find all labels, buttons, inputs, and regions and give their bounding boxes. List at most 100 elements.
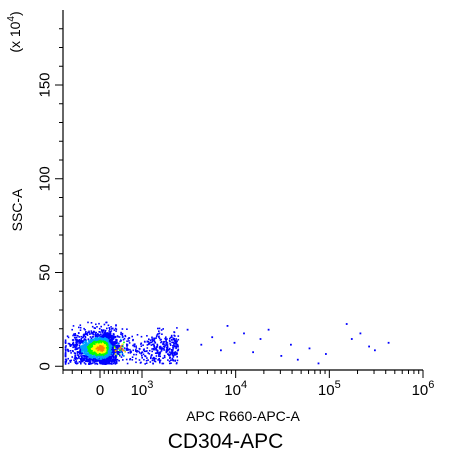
event-dot bbox=[155, 337, 157, 339]
event-dot bbox=[85, 356, 88, 358]
event-dot bbox=[169, 362, 171, 365]
event-dot bbox=[169, 353, 172, 356]
event-dot bbox=[84, 352, 86, 354]
event-dot bbox=[127, 351, 130, 354]
event-dot bbox=[85, 360, 88, 362]
event-dot bbox=[145, 350, 147, 353]
event-dot bbox=[93, 338, 96, 340]
event-dot bbox=[160, 350, 163, 352]
event-dot bbox=[91, 345, 94, 347]
event-dot bbox=[120, 333, 122, 336]
event-dot bbox=[91, 325, 94, 328]
event-dot bbox=[107, 324, 110, 327]
event-dot bbox=[89, 359, 91, 361]
event-dot bbox=[136, 350, 139, 352]
event-dot bbox=[114, 359, 116, 362]
event-dot bbox=[96, 343, 99, 345]
event-dot bbox=[122, 338, 125, 341]
event-dot bbox=[110, 350, 113, 352]
event-dot bbox=[146, 335, 148, 337]
event-dot bbox=[129, 348, 131, 351]
event-dot bbox=[103, 359, 106, 362]
event-dot bbox=[121, 334, 124, 337]
event-dot bbox=[88, 357, 90, 359]
y-tick-label: 0 bbox=[36, 362, 53, 370]
event-dot bbox=[168, 351, 171, 353]
event-dot bbox=[175, 347, 177, 350]
event-dot bbox=[138, 359, 141, 361]
event-dot bbox=[85, 342, 87, 344]
event-dot bbox=[107, 344, 110, 346]
event-dot bbox=[90, 358, 92, 360]
event-dot bbox=[127, 349, 129, 351]
event-dot bbox=[82, 348, 85, 350]
event-dot bbox=[120, 350, 123, 353]
event-dot bbox=[84, 343, 86, 346]
event-dot bbox=[135, 353, 138, 356]
event-dot bbox=[144, 363, 146, 365]
event-dot bbox=[162, 357, 164, 359]
event-dot bbox=[81, 336, 84, 339]
event-dot bbox=[128, 340, 130, 342]
event-dot bbox=[143, 340, 146, 343]
event-dot bbox=[106, 351, 108, 353]
event-dot bbox=[176, 343, 179, 346]
x-tick-label: 104 bbox=[224, 379, 247, 399]
event-dot bbox=[74, 344, 77, 346]
event-dot bbox=[123, 347, 126, 349]
event-dot bbox=[104, 349, 106, 352]
event-dot bbox=[99, 331, 101, 333]
event-dot bbox=[99, 346, 101, 349]
event-dot bbox=[118, 345, 121, 348]
event-dot bbox=[94, 334, 97, 336]
event-dot bbox=[141, 357, 143, 359]
event-dot bbox=[79, 340, 82, 342]
event-dot bbox=[131, 356, 134, 358]
event-dot bbox=[110, 362, 112, 365]
event-dot bbox=[119, 340, 121, 343]
sparse-event-dot bbox=[200, 343, 203, 346]
event-dot bbox=[78, 361, 81, 363]
event-dot bbox=[64, 355, 67, 358]
event-dot bbox=[90, 322, 93, 324]
event-dot bbox=[109, 350, 111, 353]
event-dot bbox=[80, 335, 82, 338]
event-dot bbox=[103, 347, 106, 349]
event-dot bbox=[168, 360, 171, 363]
event-dot bbox=[130, 351, 132, 353]
event-dot bbox=[126, 344, 129, 346]
event-dot bbox=[115, 354, 118, 357]
event-dot bbox=[172, 352, 174, 354]
event-dot bbox=[122, 336, 124, 338]
event-dot bbox=[96, 340, 99, 343]
event-dot bbox=[96, 326, 98, 328]
event-dot bbox=[106, 342, 108, 345]
event-dot bbox=[156, 352, 158, 355]
event-dot bbox=[104, 344, 106, 346]
event-dot bbox=[121, 332, 124, 335]
event-dot bbox=[109, 351, 112, 354]
event-dot bbox=[176, 359, 179, 362]
event-dot bbox=[123, 337, 126, 340]
event-dot bbox=[94, 332, 97, 334]
event-dot bbox=[83, 355, 85, 357]
event-dot bbox=[177, 338, 180, 341]
event-dot bbox=[84, 329, 86, 331]
event-dot bbox=[84, 336, 87, 338]
event-dot bbox=[91, 352, 93, 355]
event-dot bbox=[115, 362, 118, 364]
event-dot bbox=[113, 343, 115, 345]
event-dot bbox=[109, 340, 111, 342]
event-dot bbox=[133, 344, 136, 346]
event-dot bbox=[82, 357, 85, 360]
event-dot bbox=[88, 340, 90, 342]
event-dot bbox=[127, 348, 129, 350]
event-dot bbox=[148, 342, 150, 344]
y-axis-title: SSC-A bbox=[9, 188, 25, 231]
event-dot bbox=[108, 356, 110, 359]
event-dot bbox=[121, 344, 124, 347]
event-dot bbox=[78, 336, 80, 338]
event-dot bbox=[77, 339, 80, 342]
event-dot bbox=[78, 344, 81, 347]
event-dot bbox=[93, 355, 95, 357]
